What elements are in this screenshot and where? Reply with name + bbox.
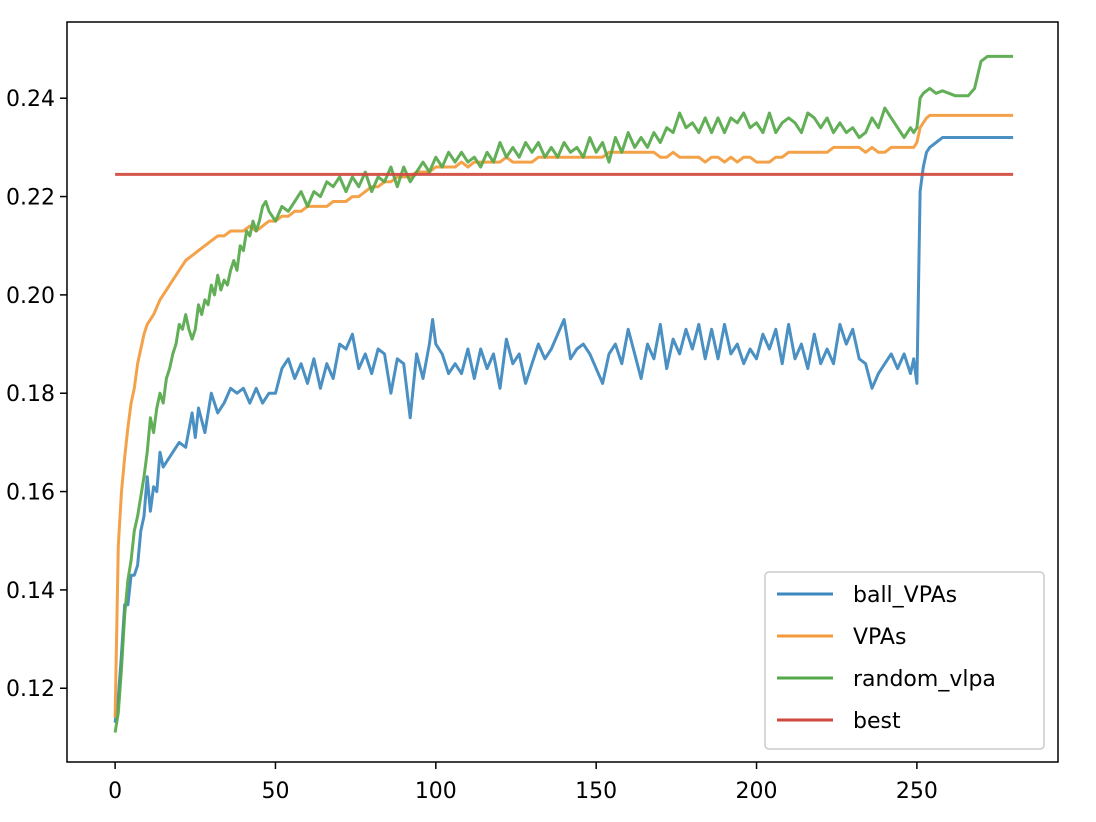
y-tick-label: 0.16 — [6, 481, 55, 506]
x-tick-label: 250 — [896, 779, 938, 804]
x-axis-ticks: 0 50 100 150 200 250 — [108, 762, 938, 804]
x-tick-label: 0 — [108, 779, 122, 804]
x-tick-label: 100 — [415, 779, 457, 804]
y-tick-label: 0.14 — [6, 579, 55, 604]
x-tick-label: 50 — [261, 779, 289, 804]
legend-label: best — [853, 709, 901, 734]
x-tick-label: 150 — [575, 779, 617, 804]
y-axis-ticks: 0.12 0.14 0.16 0.18 0.20 0.22 0.24 — [6, 87, 67, 702]
y-tick-label: 0.22 — [6, 186, 55, 211]
series-line-ball-vpas — [113, 136, 1014, 723]
x-tick-label: 200 — [736, 779, 778, 804]
legend-label: random_vlpa — [853, 667, 996, 692]
y-tick-label: 0.12 — [6, 677, 55, 702]
y-tick-label: 0.20 — [6, 284, 55, 309]
series-line-vpas — [113, 113, 1014, 718]
series-line-random-vlpa — [113, 54, 1014, 733]
y-tick-label: 0.18 — [6, 382, 55, 407]
legend-box — [764, 571, 1045, 750]
legend-label: ball_VPAs — [853, 583, 957, 608]
axes-frame — [66, 21, 1059, 763]
series-layer — [113, 54, 1014, 733]
legend-label: VPAs — [853, 625, 906, 650]
y-tick-label: 0.24 — [6, 87, 55, 112]
